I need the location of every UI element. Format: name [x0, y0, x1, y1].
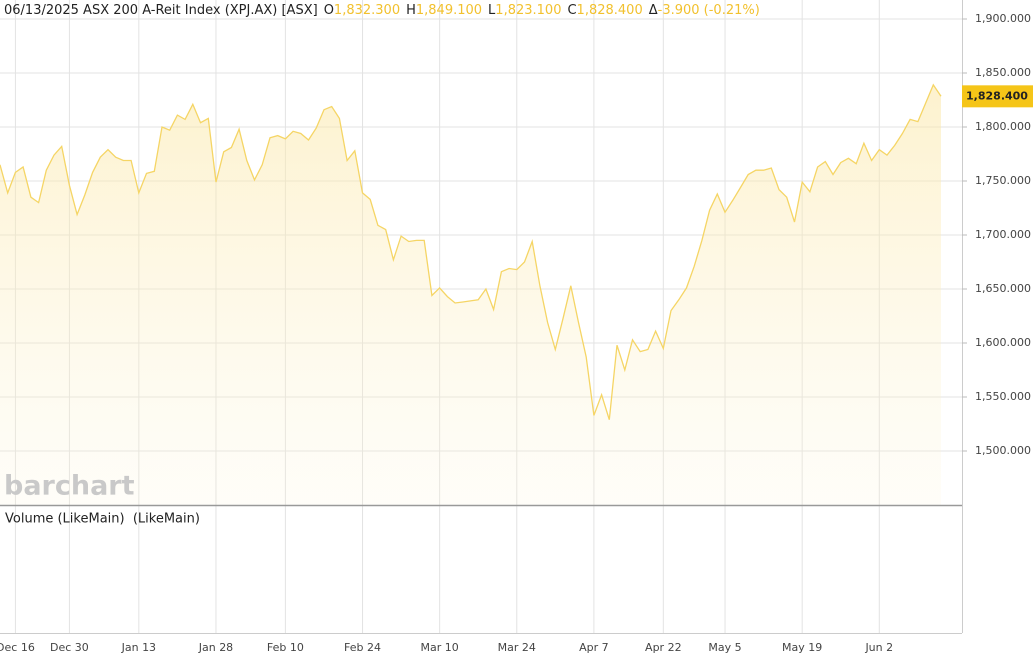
y-tick-label: 1,750.000	[975, 174, 1031, 187]
x-tick-label: Feb 10	[267, 641, 304, 654]
x-tick-label: Mar 24	[498, 641, 536, 654]
x-tick-label: Jan 28	[198, 641, 233, 654]
title: 06/13/2025 ASX 200 A-Reit Index (XPJ.AX)…	[4, 3, 318, 18]
quote-value: -3.900 (-0.21%)	[657, 3, 760, 18]
x-tick-label: May 5	[708, 641, 741, 654]
price-area	[0, 84, 941, 506]
y-tick-label: 1,700.000	[975, 228, 1031, 241]
y-tick-label: 1,800.000	[975, 120, 1031, 133]
quote-header: 06/13/2025 ASX 200 A-Reit Index (XPJ.AX)…	[4, 3, 760, 18]
price-line	[0, 83, 942, 420]
x-tick-label: Mar 10	[421, 641, 459, 654]
y-tick-label: 1,900.000	[975, 12, 1031, 25]
volume-label: Volume (LikeMain) (LikeMain)	[5, 512, 200, 527]
plot	[0, 83, 942, 506]
quote-value: 1,849.100	[415, 3, 483, 18]
quote-field: O	[323, 3, 334, 18]
watermark: barchart	[4, 471, 135, 502]
quote-field: C	[567, 3, 577, 18]
quote-field: L	[488, 3, 496, 18]
y-tick-label: 1,650.000	[975, 282, 1031, 295]
x-tick-label: Apr 7	[579, 641, 609, 654]
x-tick-label: Feb 24	[344, 641, 381, 654]
x-tick-label: Jan 13	[121, 641, 156, 654]
axes: 1,500.000 1,550.000 1,600.000 1,650.000 1,70…	[0, 12, 1033, 654]
x-tick-label: Apr 22	[645, 641, 682, 654]
quote-field: Δ	[648, 3, 658, 18]
x-tick-label: Jun 2	[864, 641, 893, 654]
quote-value: 1,832.300	[333, 3, 401, 18]
quote-field: H	[406, 3, 416, 18]
x-tick-label: Dec 30	[50, 641, 89, 654]
last-price-tag	[962, 85, 1033, 108]
y-tick-label: 1,500.000	[975, 444, 1031, 457]
quote-value: 1,823.100	[495, 3, 562, 18]
x-tick-label: Dec 16	[0, 641, 35, 654]
x-tick-label: May 19	[782, 641, 822, 654]
quote-value: 1,828.400	[576, 3, 643, 18]
y-tick-label: 1,600.000	[975, 336, 1031, 349]
y-tick-label: 1,550.000	[975, 390, 1031, 403]
y-tick-label: 1,850.000	[975, 66, 1031, 79]
last-price-label: 1,828.400	[966, 89, 1028, 102]
